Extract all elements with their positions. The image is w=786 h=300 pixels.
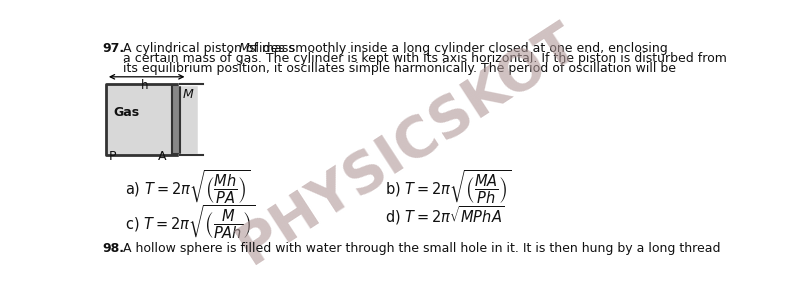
Bar	[106, 84, 199, 155]
Text: M: M	[239, 42, 249, 55]
Text: P: P	[109, 150, 116, 163]
Text: its equilibrium position, it oscillates simple harmonically. The period of oscil: its equilibrium position, it oscillates …	[123, 62, 676, 75]
Text: M: M	[182, 88, 193, 101]
Text: h: h	[141, 79, 149, 92]
Text: a) $T = 2\pi\sqrt{\left(\dfrac{Mh}{PA}\right)}$: a) $T = 2\pi\sqrt{\left(\dfrac{Mh}{PA}\r…	[126, 168, 251, 206]
Text: b) $T = 2\pi\sqrt{\left(\dfrac{MA}{Ph}\right)}$: b) $T = 2\pi\sqrt{\left(\dfrac{MA}{Ph}\r…	[385, 168, 511, 206]
Bar	[172, 85, 180, 154]
Text: PHYSICSKOT: PHYSICSKOT	[228, 14, 589, 274]
Text: Gas: Gas	[114, 106, 140, 119]
Text: slides smoothly inside a long cylinder closed at one end, enclosing: slides smoothly inside a long cylinder c…	[245, 42, 668, 55]
Text: A hollow sphere is filled with water through the small hole in it. It is then hu: A hollow sphere is filled with water thr…	[123, 242, 721, 255]
Text: c) $T = 2\pi\sqrt{\left(\dfrac{M}{PAh}\right)}$: c) $T = 2\pi\sqrt{\left(\dfrac{M}{PAh}\r…	[126, 204, 256, 241]
Text: 97.: 97.	[102, 42, 124, 55]
Text: 98.: 98.	[102, 242, 124, 255]
Text: a certain mass of gas. The cylinder is kept with its axis horizontal. If the pis: a certain mass of gas. The cylinder is k…	[123, 52, 727, 65]
Text: A: A	[158, 150, 167, 163]
Text: d) $T = 2\pi\sqrt{MPhA}$: d) $T = 2\pi\sqrt{MPhA}$	[385, 204, 505, 227]
Text: A cylindrical piston of mass: A cylindrical piston of mass	[123, 42, 299, 55]
